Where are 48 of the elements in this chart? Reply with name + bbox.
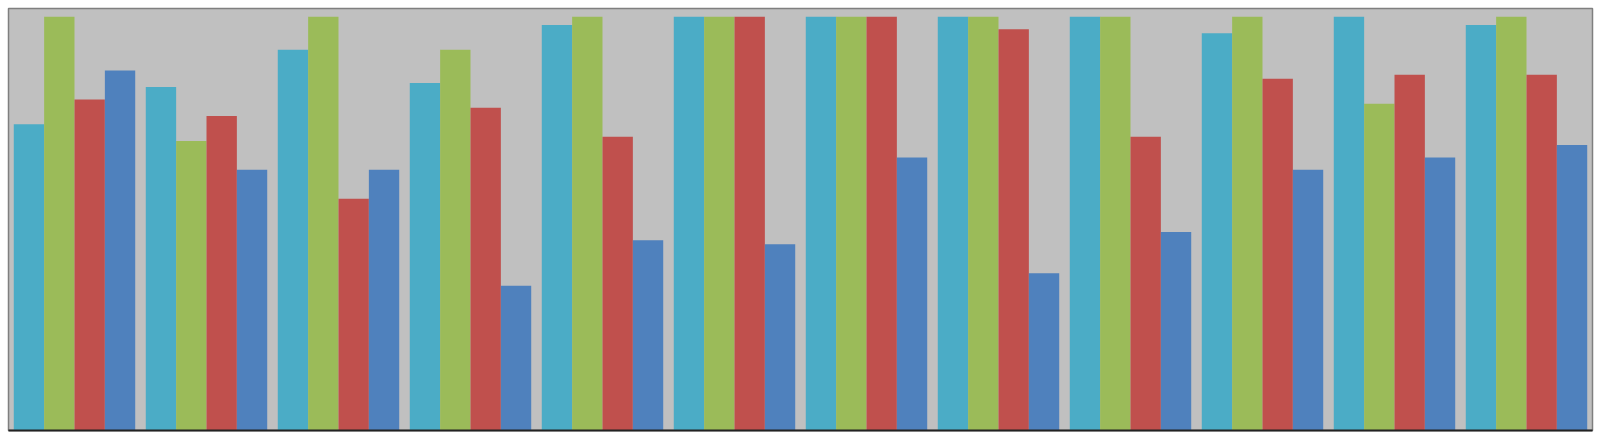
bar (1130, 136, 1161, 431)
bar (74, 99, 105, 431)
bar (44, 16, 75, 431)
bar (1394, 74, 1425, 431)
bar (704, 16, 735, 431)
bar (1028, 273, 1060, 431)
bar (236, 169, 268, 431)
bar (1201, 33, 1233, 431)
bar (104, 70, 136, 431)
bar (541, 25, 573, 431)
bar (1292, 169, 1324, 431)
bar (1424, 157, 1456, 431)
bar (409, 82, 441, 431)
bar (1496, 16, 1527, 431)
bar (1364, 103, 1395, 431)
bar (1100, 16, 1131, 431)
bar (440, 49, 471, 431)
bar (1069, 16, 1101, 431)
bar (836, 16, 867, 431)
bar (764, 244, 796, 431)
bar (1262, 78, 1293, 431)
bar (13, 124, 45, 431)
bar (368, 169, 400, 431)
bar (1465, 25, 1497, 431)
bar (632, 240, 664, 431)
bar (734, 16, 765, 431)
bar (805, 16, 837, 431)
bar (1526, 74, 1557, 431)
bar (308, 16, 339, 431)
bar (1556, 145, 1588, 431)
bar (602, 136, 633, 431)
bar (500, 285, 532, 431)
bar (1333, 16, 1365, 431)
bar (572, 16, 603, 431)
bar (1160, 231, 1192, 431)
bar (338, 198, 369, 431)
bar (896, 157, 928, 431)
bar (176, 140, 207, 431)
bar (937, 16, 969, 431)
bar (277, 49, 309, 431)
bar (206, 116, 237, 431)
bar (998, 29, 1029, 431)
bar (145, 87, 177, 431)
bar (968, 16, 999, 431)
bar (866, 16, 897, 431)
bar (1232, 16, 1263, 431)
bar (470, 107, 501, 431)
bar (673, 16, 705, 431)
